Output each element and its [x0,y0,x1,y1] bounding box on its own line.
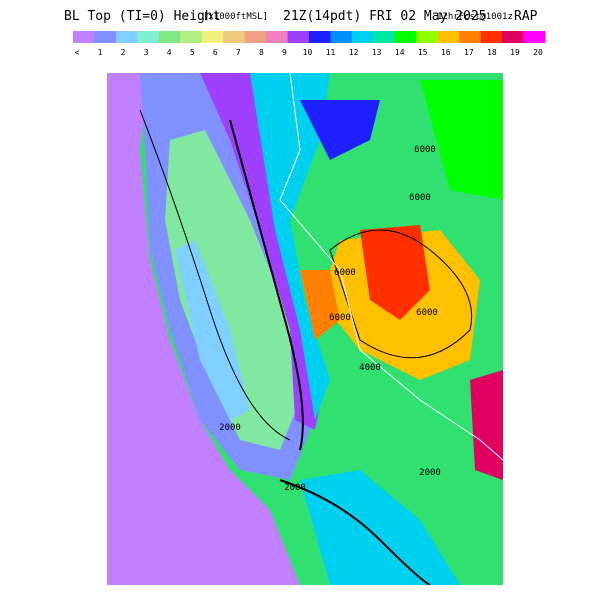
legend-label: 18 [487,48,497,57]
legend-label: 1 [98,48,103,57]
contour-label: 6000 [416,308,438,318]
sierra-east [250,73,330,420]
legend-swatch [94,31,117,43]
contour-label: 6000 [334,268,356,278]
legend-label: 20 [533,48,543,57]
contour-label: 4000 [359,363,381,373]
legend-swatch [330,31,353,43]
contour-label: 2000 [219,423,241,433]
legend-swatch [394,31,417,43]
legend-swatch [73,31,95,43]
northeast [420,80,503,200]
legend-swatch [287,31,310,43]
legend-label: 15 [418,48,428,57]
central-valley [165,130,300,450]
nevada-max [360,225,430,320]
legend-label: 12 [349,48,359,57]
legend-label: < [75,48,80,57]
contour-label: 6000 [329,313,351,323]
contour [229,119,304,451]
legend-swatch [115,31,138,43]
east-max [470,370,503,480]
title-units: [x1000ftMSL] [203,12,268,22]
legend-swatch [244,31,267,43]
legend-swatch [201,31,224,43]
map: 6000 6000 6000 6000 6000 2000 2000 2000 4000 [107,73,503,585]
legend-swatch [223,31,246,43]
contour [279,479,431,585]
legend-label: 5 [190,48,195,57]
contour-label: 6000 [409,193,431,203]
legend-swatch [480,31,503,43]
legend-swatch [180,31,203,43]
legend-swatch [459,31,482,43]
legend-label: 11 [326,48,336,57]
contour-label: 2000 [284,483,306,493]
legend-label: 6 [213,48,218,57]
contour [139,109,291,441]
legend-label: 17 [464,48,474,57]
legend-label: 16 [441,48,451,57]
valley-low [175,240,250,420]
legend-label: 8 [259,48,264,57]
legend-label: 13 [372,48,382,57]
contour-label: 6000 [414,145,436,155]
legend-label: 9 [282,48,287,57]
legend-label: 10 [303,48,313,57]
legend-label: 19 [510,48,520,57]
south-band [300,470,460,585]
legend-label: 3 [144,48,149,57]
ocean [107,73,300,585]
title-forecast: 12hrFcst@1001z [437,12,513,22]
legend-swatch [309,31,331,43]
legend-label: 7 [236,48,241,57]
legend-swatch [502,31,525,43]
north-low [300,100,380,160]
contour [329,229,473,359]
legend-label: 2 [121,48,126,57]
color-legend: <1 2 3 4 5 6 7 8 9 10 11 12 13 14 15 16 17 18 19 20 [73,31,546,57]
state-border [279,73,503,461]
legend-swatch [373,31,396,43]
legend-swatch [266,31,289,43]
title-time: 21Z(14pdt) FRI 02 May 2025 [283,9,487,24]
contour-label: 2000 [419,468,441,478]
nevada-west [300,270,340,340]
legend-swatch [351,31,374,43]
legend-swatch [137,31,160,43]
legend-label: 14 [395,48,405,57]
legend-swatch [437,31,460,43]
title-model: RAP [514,9,538,24]
legend-swatch [416,31,439,43]
title-main: BL Top (TI=0) Height [64,9,221,24]
sierra-band [200,73,325,430]
legend-swatch [523,31,546,43]
legend-label: 4 [167,48,172,57]
legend-swatch [158,31,181,43]
